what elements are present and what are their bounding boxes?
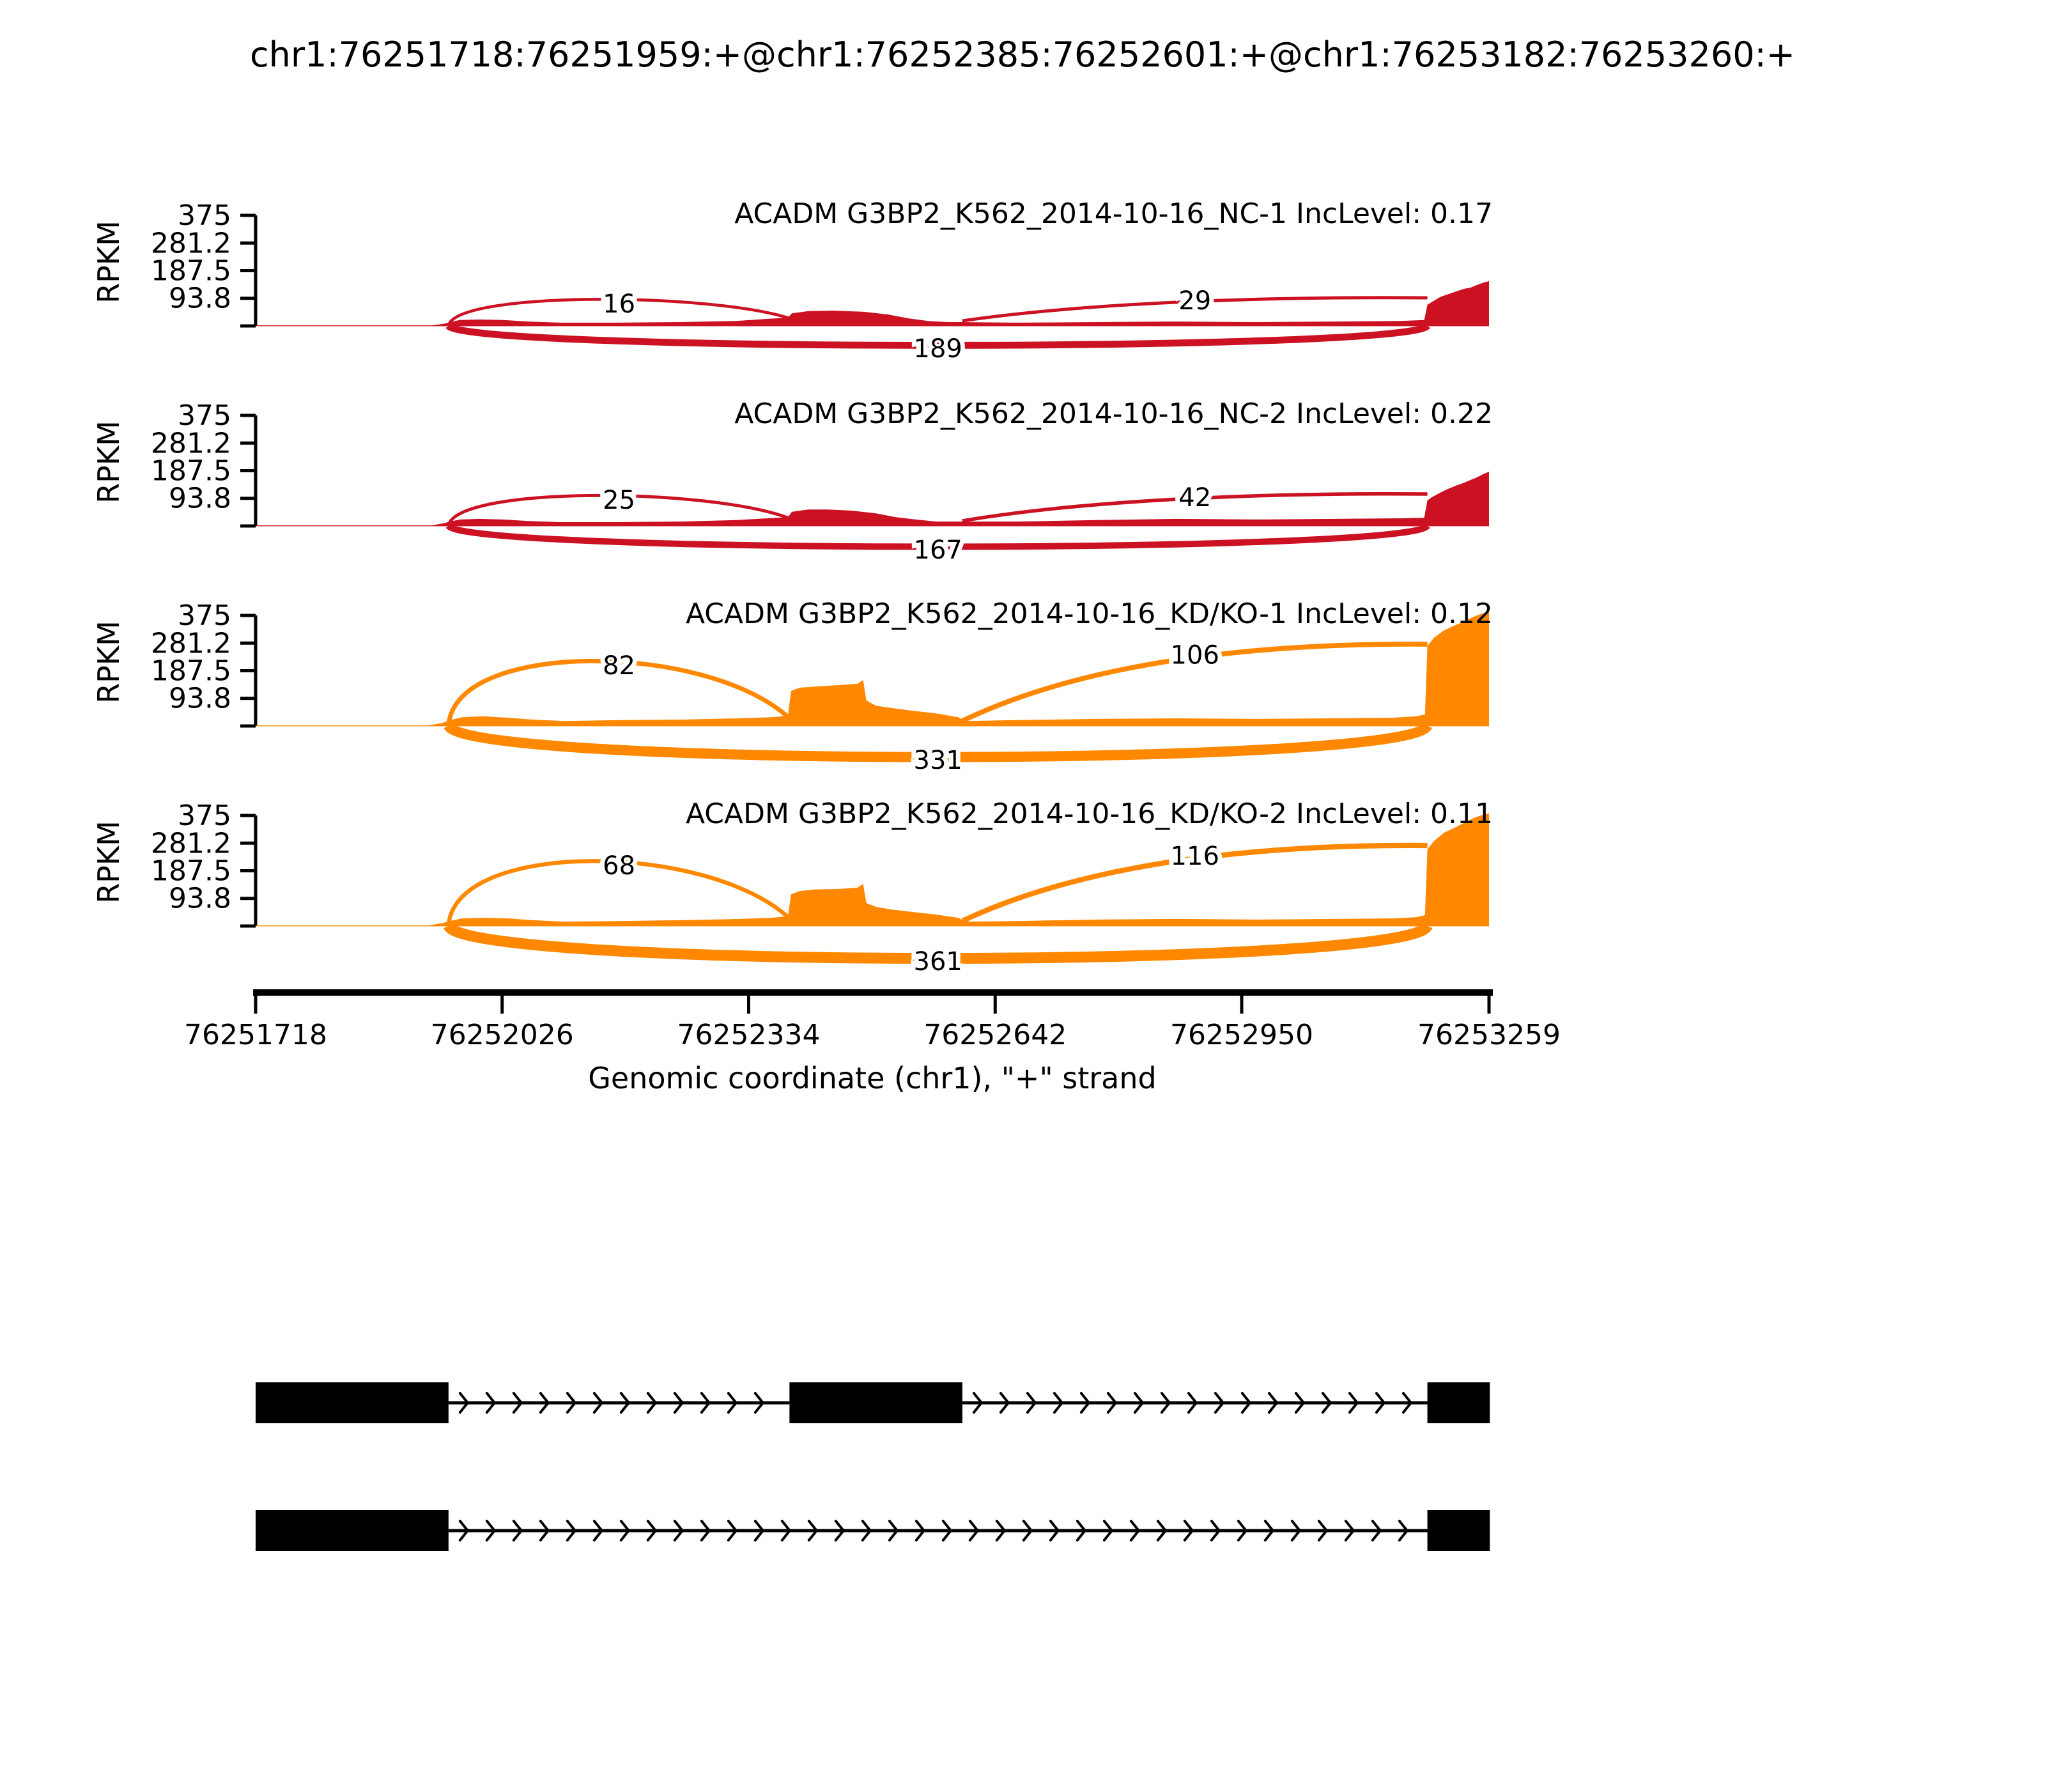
plot-title: chr1:76251718:76251959:+@chr1:76252385:7… bbox=[250, 35, 1795, 75]
junction-arc bbox=[446, 658, 791, 727]
y-tick-label: 93.8 bbox=[169, 483, 231, 515]
junction-arc bbox=[446, 859, 791, 927]
isoform-2 bbox=[256, 1510, 1490, 1551]
junction-count: 25 bbox=[603, 486, 635, 515]
y-tick-label: 281.2 bbox=[151, 827, 231, 860]
y-tick-label: 187.5 bbox=[151, 455, 231, 488]
junction-count: 167 bbox=[914, 536, 962, 565]
coverage-area bbox=[256, 472, 1489, 526]
y-tick-label: 375 bbox=[178, 799, 231, 832]
y-tick-label: 281.2 bbox=[151, 627, 231, 660]
gene-model bbox=[256, 1382, 1490, 1551]
junction-arc bbox=[444, 922, 1433, 964]
y-tick-label: 187.5 bbox=[151, 655, 231, 688]
y-axis bbox=[240, 814, 258, 928]
exon-box bbox=[1427, 1510, 1490, 1551]
y-tick-label: 375 bbox=[178, 199, 231, 232]
x-tick-label: 76252950 bbox=[1170, 1019, 1313, 1051]
y-tick-label: 375 bbox=[178, 399, 231, 432]
junction-count: 361 bbox=[914, 947, 962, 977]
track-label: ACADM G3BP2_K562_2014-10-16_NC-1 IncLeve… bbox=[734, 197, 1493, 230]
y-tick-label: 187.5 bbox=[151, 255, 231, 288]
junction-count: 29 bbox=[1178, 286, 1211, 316]
y-axis-title: RPKM bbox=[91, 621, 126, 704]
intron-arrows bbox=[458, 1520, 1408, 1541]
junction-count: 189 bbox=[914, 334, 962, 364]
y-tick-label: 281.2 bbox=[151, 427, 231, 460]
junction-arc bbox=[962, 492, 1428, 523]
junction-count: 106 bbox=[1171, 641, 1219, 670]
junction-arc bbox=[961, 842, 1428, 923]
y-tick-label: 375 bbox=[178, 599, 231, 632]
y-axis bbox=[240, 413, 258, 528]
exon-box bbox=[1427, 1382, 1490, 1423]
junction-count: 68 bbox=[603, 851, 635, 881]
x-tick-label: 76252026 bbox=[431, 1019, 574, 1051]
exon-box bbox=[789, 1382, 962, 1423]
junction-arc bbox=[962, 296, 1428, 323]
junction-count: 42 bbox=[1178, 483, 1211, 513]
exon-box bbox=[256, 1382, 449, 1423]
x-axis-label: Genomic coordinate (chr1), "+" strand bbox=[588, 1061, 1156, 1095]
junction-arc bbox=[444, 722, 1432, 762]
y-tick-label: 187.5 bbox=[151, 855, 231, 888]
y-axis-title: RPKM bbox=[91, 421, 126, 504]
coverage-area bbox=[256, 813, 1489, 926]
intron-arrows bbox=[972, 1392, 1412, 1414]
y-tick-label: 93.8 bbox=[169, 883, 231, 915]
junction-count: 16 bbox=[603, 290, 635, 319]
y-tick-label: 93.8 bbox=[169, 282, 231, 315]
x-tick-label: 76253259 bbox=[1417, 1019, 1561, 1051]
junction-arc bbox=[445, 523, 1430, 550]
y-axis bbox=[240, 213, 258, 328]
y-tick-label: 281.2 bbox=[151, 227, 231, 259]
track-label: ACADM G3BP2_K562_2014-10-16_NC-2 IncLeve… bbox=[734, 398, 1493, 430]
intron-arrows bbox=[458, 1392, 764, 1414]
y-axis-title: RPKM bbox=[91, 821, 126, 904]
junction-arc bbox=[447, 298, 791, 327]
track-label: ACADM G3BP2_K562_2014-10-16_KD/KO-2 IncL… bbox=[686, 798, 1493, 830]
y-axis bbox=[240, 614, 258, 728]
junction-arc bbox=[447, 493, 791, 527]
y-axis-title: RPKM bbox=[91, 220, 126, 304]
junction-count: 116 bbox=[1171, 842, 1219, 871]
x-axis: 76251718 76252026 76252334 76252642 76252950… bbox=[184, 989, 1561, 1095]
junction-count: 331 bbox=[914, 746, 962, 775]
y-tick-label: 93.8 bbox=[169, 683, 231, 715]
x-tick-label: 76252642 bbox=[923, 1019, 1067, 1051]
isoform-1 bbox=[256, 1382, 1490, 1423]
x-tick-label: 76252334 bbox=[677, 1019, 821, 1051]
exon-box bbox=[256, 1510, 449, 1551]
x-tick-label: 76251718 bbox=[184, 1019, 327, 1051]
track-label: ACADM G3BP2_K562_2014-10-16_KD/KO-1 IncL… bbox=[686, 598, 1493, 630]
junction-arc bbox=[445, 323, 1430, 349]
junction-arc bbox=[961, 641, 1428, 723]
coverage-area bbox=[256, 281, 1489, 326]
junction-count: 82 bbox=[603, 651, 635, 681]
